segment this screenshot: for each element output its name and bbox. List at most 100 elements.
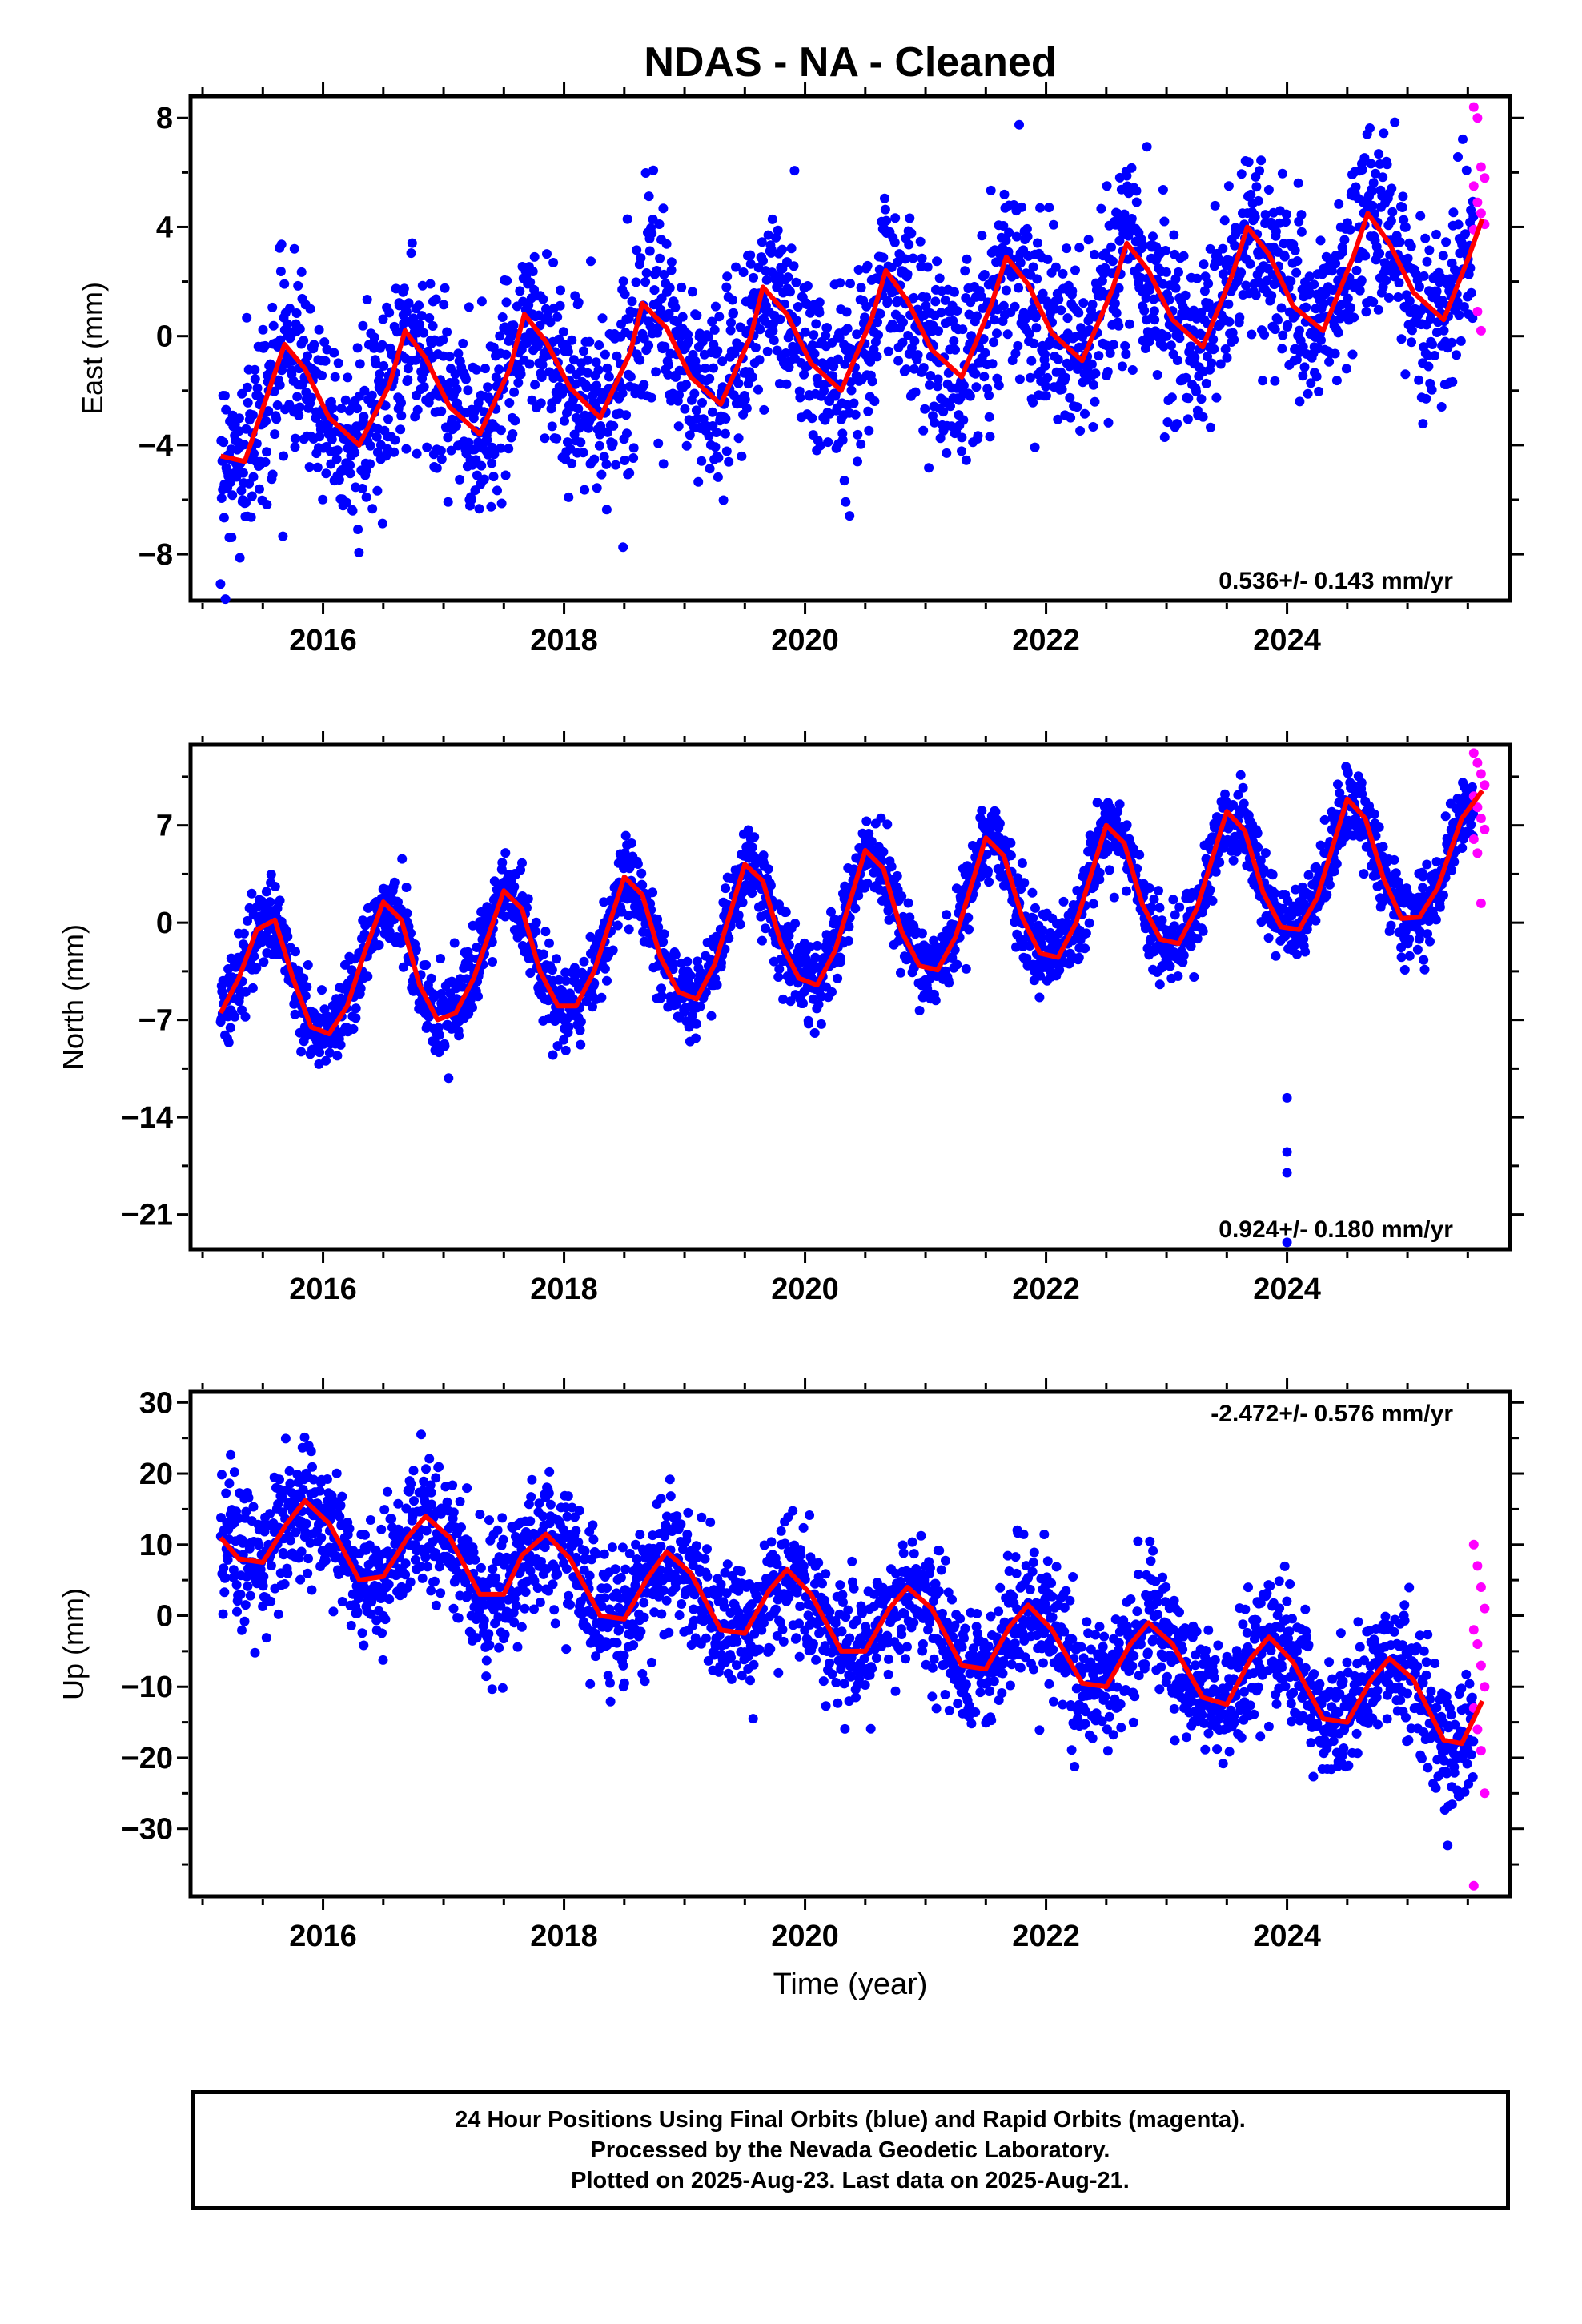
point-north (1322, 890, 1332, 900)
point-north (444, 1073, 454, 1084)
point-east (745, 259, 756, 269)
point-east (271, 414, 282, 424)
point-east (1218, 243, 1228, 254)
point-east (600, 349, 610, 360)
point-east (452, 384, 462, 395)
point-east (472, 364, 482, 375)
point-north (402, 908, 412, 919)
point-north (1198, 926, 1208, 936)
point-east (768, 326, 778, 336)
point-east (278, 531, 288, 541)
point-east (1145, 285, 1155, 295)
point-east (1022, 231, 1033, 242)
point-east (1174, 267, 1183, 277)
point-east (749, 272, 758, 283)
point-east (227, 490, 238, 501)
point-north (850, 903, 861, 914)
point-east (1066, 412, 1076, 423)
point-north (833, 973, 843, 983)
point-east (1083, 235, 1094, 245)
point-north (977, 806, 987, 816)
point-east (1296, 210, 1307, 220)
point-east (1207, 358, 1217, 368)
point-east (846, 385, 857, 396)
point-east (1419, 271, 1429, 281)
point-east (412, 448, 422, 459)
point-east (1053, 414, 1063, 424)
point-north (735, 919, 745, 930)
point-east (1290, 245, 1300, 255)
point-east (333, 358, 343, 368)
point-east (567, 458, 577, 468)
point-east (1439, 325, 1449, 336)
point-east (1166, 340, 1176, 351)
point-north (440, 1041, 450, 1051)
point-north (230, 1011, 240, 1022)
point-east (343, 372, 353, 383)
point-east (500, 470, 511, 480)
point-east (220, 594, 231, 605)
point-east (1032, 274, 1042, 284)
point-east (930, 417, 940, 428)
point-east (999, 189, 1010, 199)
point-north (1215, 858, 1225, 867)
point-east (251, 439, 262, 448)
point-east (1072, 402, 1082, 412)
point-east (1270, 324, 1280, 335)
point-east (1400, 222, 1411, 232)
point-east (639, 333, 649, 344)
point-east (913, 350, 923, 360)
point-north (620, 830, 631, 841)
point-east (494, 364, 504, 375)
point-east (1219, 215, 1230, 226)
point-north (348, 1024, 359, 1034)
point-east (1186, 341, 1196, 352)
point-east (1182, 414, 1193, 424)
point-north (695, 1002, 705, 1011)
point-north (539, 949, 548, 959)
point-east (883, 346, 893, 356)
point-east (1277, 344, 1287, 354)
point-east (1394, 278, 1404, 288)
point-east (573, 297, 584, 308)
point-east (510, 416, 520, 426)
point-east (704, 431, 714, 441)
point-east (317, 370, 327, 380)
point-east (1162, 331, 1172, 341)
point-east (1223, 299, 1234, 309)
point-east (1448, 207, 1459, 218)
point-east (763, 230, 773, 240)
point-east (1087, 300, 1098, 310)
point-east (238, 468, 248, 478)
point-east (318, 494, 328, 505)
rapid-point-east (1472, 307, 1483, 316)
point-east (276, 239, 287, 250)
point-east (250, 364, 260, 375)
point-east (718, 495, 729, 505)
point-east (556, 285, 565, 296)
point-east (839, 476, 849, 486)
rapid-point-east (1472, 197, 1483, 207)
point-east (1166, 392, 1177, 403)
x-tick-label-east: 2022 (1012, 624, 1080, 657)
point-east (1427, 340, 1438, 349)
point-east (957, 432, 967, 443)
point-east (979, 270, 990, 279)
point-east (1368, 178, 1379, 188)
point-east (775, 314, 785, 324)
point-east (1267, 291, 1277, 301)
point-north (351, 1003, 361, 1014)
point-east (1030, 442, 1040, 452)
point-east (292, 392, 303, 402)
point-east (267, 469, 278, 480)
point-east (935, 433, 946, 444)
point-east (1276, 303, 1287, 313)
point-north (1228, 855, 1239, 866)
point-east (998, 300, 1009, 311)
point-east (977, 231, 987, 241)
point-east (731, 262, 741, 272)
point-east (239, 440, 250, 450)
point-east (293, 280, 303, 291)
point-east (1159, 216, 1170, 227)
point-north (930, 995, 941, 1006)
